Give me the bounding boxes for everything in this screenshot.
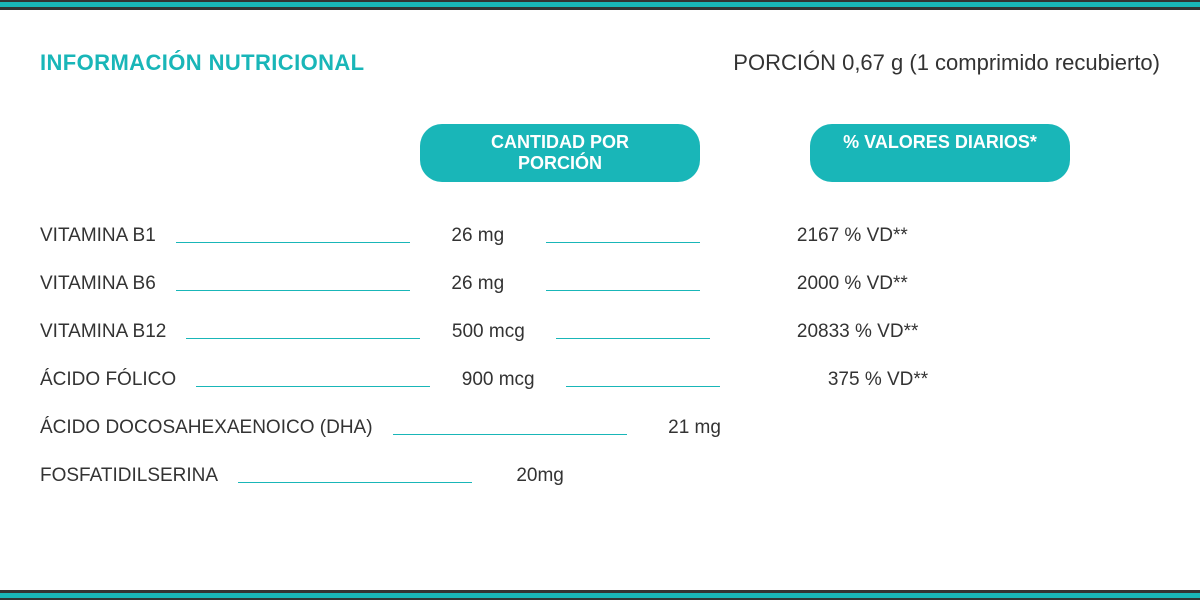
dv-block: 2000 % VD** xyxy=(538,273,908,295)
amount-value: 21 mg xyxy=(635,417,755,439)
nutrient-name: VITAMINA B6 xyxy=(40,273,168,295)
column-headers: CANTIDAD POR PORCIÓN % VALORES DIARIOS* xyxy=(40,124,1160,182)
divider-line xyxy=(393,434,627,435)
divider-line xyxy=(238,482,472,483)
nutrient-name: FOSFATIDILSERINA xyxy=(40,465,230,487)
table-row: VITAMINA B1 26 mg 2167 % VD** xyxy=(40,214,1160,258)
table-row: ÁCIDO FÓLICO 900 mcg 375 % VD** xyxy=(40,358,1160,402)
dv-block: 20833 % VD** xyxy=(548,321,918,343)
amount-header-pill: CANTIDAD POR PORCIÓN xyxy=(420,124,700,182)
divider-line xyxy=(196,386,430,387)
amount-block: 26 mg xyxy=(168,273,538,295)
dv-block: 375 % VD** xyxy=(558,369,928,391)
dv-value: 375 % VD** xyxy=(728,369,928,391)
bottom-bar xyxy=(0,590,1200,600)
table-row: FOSFATIDILSERINA 20mg xyxy=(40,454,1160,498)
amount-value: 500 mcg xyxy=(428,321,548,343)
dv-block: 2167 % VD** xyxy=(538,225,908,247)
amount-value: 26 mg xyxy=(418,273,538,295)
amount-block: 26 mg xyxy=(168,225,538,247)
table-row: ÁCIDO DOCOSAHEXAENOICO (DHA) 21 mg xyxy=(40,406,1160,450)
divider-line xyxy=(546,242,700,243)
dv-header-pill: % VALORES DIARIOS* xyxy=(810,124,1070,182)
nutrient-name: VITAMINA B1 xyxy=(40,225,168,247)
divider-line xyxy=(546,290,700,291)
top-bar xyxy=(0,0,1200,10)
dv-value: 2000 % VD** xyxy=(708,273,908,295)
amount-value: 900 mcg xyxy=(438,369,558,391)
portion-text: PORCIÓN 0,67 g (1 comprimido recubierto) xyxy=(733,50,1160,76)
table-row: VITAMINA B6 26 mg 2000 % VD** xyxy=(40,262,1160,306)
nutrient-name: ÁCIDO FÓLICO xyxy=(40,369,188,391)
header-spacer xyxy=(40,124,420,182)
nutrient-name: ÁCIDO DOCOSAHEXAENOICO (DHA) xyxy=(40,417,385,439)
table-row: VITAMINA B12 500 mcg 20833 % VD** xyxy=(40,310,1160,354)
dv-value: 2167 % VD** xyxy=(708,225,908,247)
amount-value: 26 mg xyxy=(418,225,538,247)
divider-line xyxy=(186,338,420,339)
nutrition-panel: INFORMACIÓN NUTRICIONAL PORCIÓN 0,67 g (… xyxy=(0,0,1200,600)
nutrient-rows: VITAMINA B1 26 mg 2167 % VD** VITAMINA B… xyxy=(40,214,1160,498)
panel-title: INFORMACIÓN NUTRICIONAL xyxy=(40,50,365,76)
amount-value: 20mg xyxy=(480,465,600,487)
header-row: INFORMACIÓN NUTRICIONAL PORCIÓN 0,67 g (… xyxy=(40,50,1160,76)
divider-line xyxy=(176,290,410,291)
divider-line xyxy=(176,242,410,243)
divider-line xyxy=(566,386,720,387)
amount-block: 21 mg xyxy=(385,417,755,439)
nutrient-name: VITAMINA B12 xyxy=(40,321,178,343)
amount-block: 500 mcg xyxy=(178,321,548,343)
amount-block: 900 mcg xyxy=(188,369,558,391)
content-area: INFORMACIÓN NUTRICIONAL PORCIÓN 0,67 g (… xyxy=(0,10,1200,590)
amount-block: 20mg xyxy=(230,465,600,487)
divider-line xyxy=(556,338,710,339)
dv-value: 20833 % VD** xyxy=(718,321,918,343)
